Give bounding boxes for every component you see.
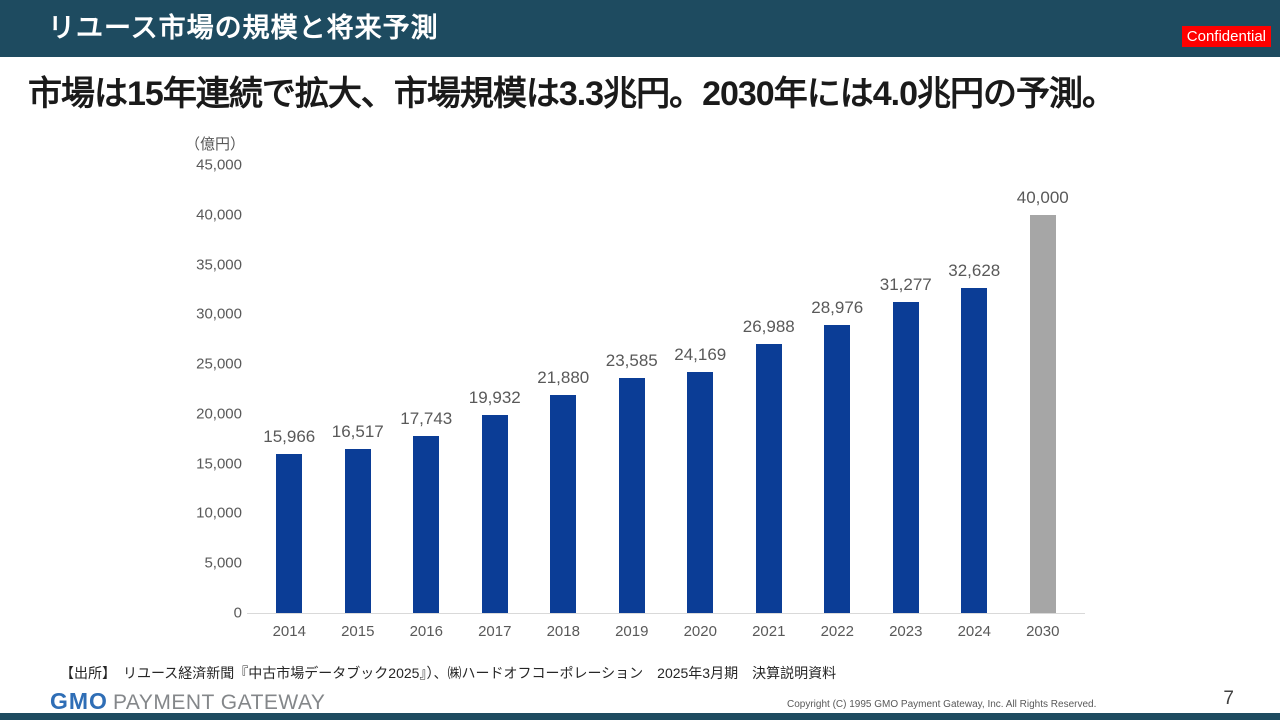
- bar-2014: [276, 454, 303, 613]
- bar-group-2018: 21,880: [529, 165, 598, 613]
- bar-group-2019: 23,585: [598, 165, 667, 613]
- headline: 市場は15年連続で拡大、市場規模は3.3兆円。2030年には4.0兆円の予測。: [28, 75, 1116, 113]
- y-tick-label: 15,000: [196, 455, 242, 473]
- x-axis-line: [247, 613, 1085, 614]
- plot-area: 15,966 16,517 17,743 19,932 21,880 23,585 24,1…: [255, 165, 1077, 613]
- bar-value-label: 28,976: [811, 298, 864, 317]
- bar-group-2017: 19,932: [461, 165, 530, 613]
- bar-value-label: 21,880: [537, 368, 590, 387]
- bar-2019: [618, 378, 645, 613]
- bar-2015: [344, 449, 371, 613]
- bar-group-2020: 24,169: [666, 165, 735, 613]
- bar-2030: [1029, 215, 1056, 613]
- bar-group-2021: 26,988: [735, 165, 804, 613]
- y-tick-label: 30,000: [196, 305, 242, 323]
- logo-gmo-text: GMO: [50, 688, 108, 714]
- x-tick-label-2016: 2016: [409, 623, 443, 640]
- copyright-text: Copyright (C) 1995 GMO Payment Gateway, …: [787, 699, 1097, 710]
- bar-value-label: 40,000: [1016, 188, 1069, 207]
- x-axis: 2014 2015 2016 2017 2018 2019 2020 2021 2022 2023…: [255, 623, 1077, 640]
- bar-group-2024: 32,628: [940, 165, 1009, 613]
- bar-group-2023: 31,277: [872, 165, 941, 613]
- page-number: 7: [1223, 688, 1234, 709]
- bar-value-label: 31,277: [879, 275, 932, 294]
- bar-chart: （億円） 45,000 40,000 35,000 30,000 25,000 20,00…: [185, 130, 1100, 650]
- bar-value-label: 17,743: [400, 409, 453, 428]
- bar-2021: [755, 344, 782, 613]
- bar-2020: [687, 372, 714, 613]
- header-bar: リユース市場の規模と将来予測 Confidential: [0, 0, 1280, 57]
- bar-value-label: 19,932: [468, 388, 521, 407]
- x-tick-label-2023: 2023: [889, 623, 923, 640]
- x-tick-label-2017: 2017: [478, 623, 512, 640]
- bar-group-2016: 17,743: [392, 165, 461, 613]
- confidential-badge: Confidential: [1181, 26, 1271, 47]
- bar-value-label: 23,585: [605, 351, 658, 370]
- y-tick-label: 35,000: [196, 256, 242, 274]
- y-tick-label: 25,000: [196, 355, 242, 373]
- bar-2016: [413, 436, 440, 613]
- y-tick-label: 20,000: [196, 405, 242, 423]
- y-tick-label: 5,000: [204, 554, 242, 572]
- bar-group-2030: 40,000: [1009, 165, 1078, 613]
- footer-bar: [0, 713, 1280, 720]
- bar-group-2014: 15,966: [255, 165, 324, 613]
- x-tick-label-2018: 2018: [546, 623, 580, 640]
- y-axis: 45,000 40,000 35,000 30,000 25,000 20,000 15,0…: [185, 157, 242, 622]
- bar-2024: [961, 288, 988, 613]
- y-tick-label: 0: [233, 604, 242, 622]
- gmo-payment-gateway-logo: GMO PAYMENT GATEWAY: [50, 688, 325, 715]
- source-note: 【出所】 リユース経済新聞『中古市場データブック2025』）、㈱ハードオフコーポ…: [60, 665, 837, 681]
- logo-payment-gateway-text: PAYMENT GATEWAY: [112, 691, 326, 714]
- bar-value-label: 24,169: [674, 345, 727, 364]
- bar-2023: [892, 302, 919, 613]
- bar-2022: [824, 325, 851, 613]
- x-tick-label-2022: 2022: [820, 623, 854, 640]
- x-tick-label-2030: 2030: [1026, 623, 1060, 640]
- bar-value-label: 26,988: [742, 317, 795, 336]
- bar-value-label: 32,628: [948, 261, 1001, 280]
- y-tick-label: 10,000: [196, 504, 242, 522]
- x-tick-label-2015: 2015: [341, 623, 375, 640]
- x-tick-label-2014: 2014: [272, 623, 306, 640]
- x-tick-label-2021: 2021: [752, 623, 786, 640]
- bar-group-2015: 16,517: [324, 165, 393, 613]
- y-axis-unit-label: （億円）: [185, 136, 246, 153]
- bar-value-label: 15,966: [263, 427, 316, 446]
- y-tick-label: 45,000: [196, 156, 242, 174]
- bar-2018: [550, 395, 577, 613]
- page-title: リユース市場の規模と将来予測: [48, 13, 439, 43]
- y-tick-label: 40,000: [196, 206, 242, 224]
- x-tick-label-2024: 2024: [957, 623, 991, 640]
- x-tick-label-2020: 2020: [683, 623, 717, 640]
- bar-group-2022: 28,976: [803, 165, 872, 613]
- bar-2017: [481, 415, 508, 613]
- bar-value-label: 16,517: [331, 422, 384, 441]
- x-tick-label-2019: 2019: [615, 623, 649, 640]
